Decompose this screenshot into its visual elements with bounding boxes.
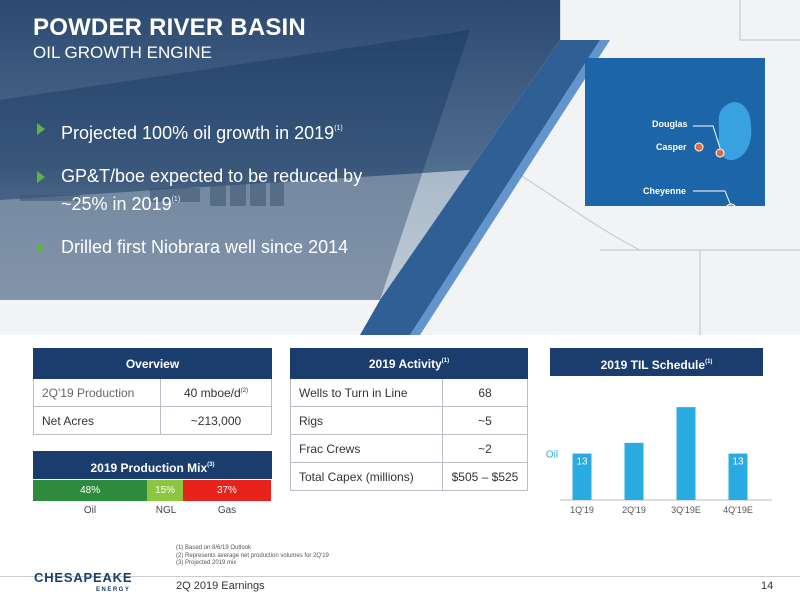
series-label: Oil	[546, 450, 558, 461]
basin-shape	[718, 102, 752, 161]
company-logo: CHESAPEAKE ENERGY	[34, 570, 133, 593]
bullet-item: Drilled first Niobrara well since 2014	[36, 236, 416, 259]
basin-map	[693, 102, 752, 206]
overview-label: 2Q'19 Production	[33, 378, 161, 407]
cheyenne-star-icon	[726, 203, 736, 206]
activity-label: Total Capex (millions)	[290, 462, 443, 491]
footnote: (3) Projected 2019 mix	[176, 560, 237, 566]
mix-segment-gas: 37%	[182, 480, 271, 501]
activity-label: Frac Crews	[290, 434, 443, 463]
map-label-casper: Casper	[656, 142, 687, 152]
douglas-marker-icon	[715, 148, 725, 158]
overview-header: Overview	[33, 348, 272, 379]
map-inset: Douglas Casper Cheyenne	[585, 58, 765, 206]
bar	[676, 407, 696, 500]
activity-table: 2019 Activity(1) Wells to Turn in Line 6…	[290, 348, 528, 491]
bar	[728, 453, 748, 500]
bullet-arrow-icon	[37, 123, 45, 135]
logo-text: CHESAPEAKE	[34, 570, 133, 585]
mix-segment-oil: 48%	[33, 480, 148, 501]
data-label: 26	[680, 395, 692, 406]
bullet-arrow-icon	[37, 242, 45, 254]
bar	[624, 442, 644, 500]
table-row: 2Q'19 Production 40 mboe/d(2)	[33, 378, 272, 407]
tick-label: 2Q'19	[622, 505, 646, 515]
table-row: Frac Crews ~2	[290, 434, 528, 463]
mix-label-ngl: NGL	[155, 505, 177, 516]
footnote: (2) Represents average net production vo…	[176, 552, 329, 559]
overview-value: ~213,000	[160, 406, 272, 435]
hero-background	[0, 0, 800, 335]
mix-segment-ngl: 15%	[147, 480, 183, 501]
activity-label: Rigs	[290, 406, 443, 435]
casper-marker-icon	[694, 142, 704, 152]
til-chart-header: 2019 TIL Schedule(1)	[550, 348, 763, 376]
tick-label: 3Q'19E	[671, 505, 701, 515]
bullet-text-line2: ~25% in 2019	[61, 194, 172, 214]
map-label-douglas: Douglas	[652, 119, 688, 129]
footnote-ref: (1)	[171, 196, 181, 203]
activity-header: 2019 Activity(1)	[290, 348, 528, 379]
bullet-text: Drilled first Niobrara well since 2014	[61, 237, 349, 257]
hero-banner: POWDER RIVER BASIN OIL GROWTH ENGINE Pro…	[0, 0, 800, 335]
data-label: 13	[576, 457, 588, 468]
activity-value: ~5	[442, 406, 528, 435]
footnotes: (1) Based on 8/6/19 Outlook (2) Represen…	[176, 545, 329, 568]
bullet-arrow-icon	[37, 171, 45, 183]
bar	[572, 453, 592, 500]
page-subtitle: OIL GROWTH ENGINE	[33, 43, 212, 62]
footnote-ref: (1)	[334, 125, 343, 132]
overview-label: Net Acres	[33, 406, 161, 435]
table-row: Rigs ~5	[290, 406, 528, 435]
table-row: Total Capex (millions) $505 – $525	[290, 462, 528, 491]
activity-label: Wells to Turn in Line	[290, 378, 443, 407]
bullet-item: GP&T/boe expected to be reduced by ~25% …	[36, 165, 416, 216]
data-label: 13	[732, 457, 744, 468]
activity-value: $505 – $525	[442, 462, 528, 491]
mix-label-gas: Gas	[217, 505, 237, 516]
mix-label-oil: Oil	[83, 505, 97, 516]
footer-divider	[0, 576, 800, 577]
activity-value: 68	[442, 378, 528, 407]
map-label-cheyenne: Cheyenne	[643, 186, 687, 196]
page-number: 14	[761, 580, 774, 592]
logo-subtext: ENERGY	[96, 587, 131, 593]
page-title: POWDER RIVER BASIN	[33, 14, 306, 41]
title-block: POWDER RIVER BASIN OIL GROWTH ENGINE	[33, 14, 306, 63]
production-mix-bar: 48% 15% 37%	[33, 480, 271, 501]
til-bar-chart: 13 1Q'19 16 2Q'19 26 3Q'19E 13 4Q'19E Oil	[546, 395, 772, 515]
table-row: Net Acres ~213,000	[33, 406, 272, 435]
overview-table: Overview 2Q'19 Production 40 mboe/d(2) N…	[33, 348, 272, 435]
footnote: (1) Based on 8/6/19 Outlook	[176, 545, 252, 551]
bullet-text-line1: GP&T/boe expected to be reduced by	[61, 166, 363, 186]
bullet-item: Projected 100% oil growth in 2019(1)	[36, 117, 416, 145]
bullet-text: Projected 100% oil growth in 2019	[61, 123, 335, 143]
document-title: 2Q 2019 Earnings	[176, 580, 265, 592]
tick-label: 1Q'19	[570, 505, 594, 515]
data-label: 16	[628, 431, 640, 442]
overview-value: 40 mboe/d(2)	[160, 378, 272, 407]
activity-value: ~2	[442, 434, 528, 463]
production-mix-header: 2019 Production Mix(3)	[33, 451, 272, 479]
table-row: Wells to Turn in Line 68	[290, 378, 528, 407]
tick-label: 4Q'19E	[723, 505, 753, 515]
bullet-list: Projected 100% oil growth in 2019(1) GP&…	[36, 117, 416, 279]
